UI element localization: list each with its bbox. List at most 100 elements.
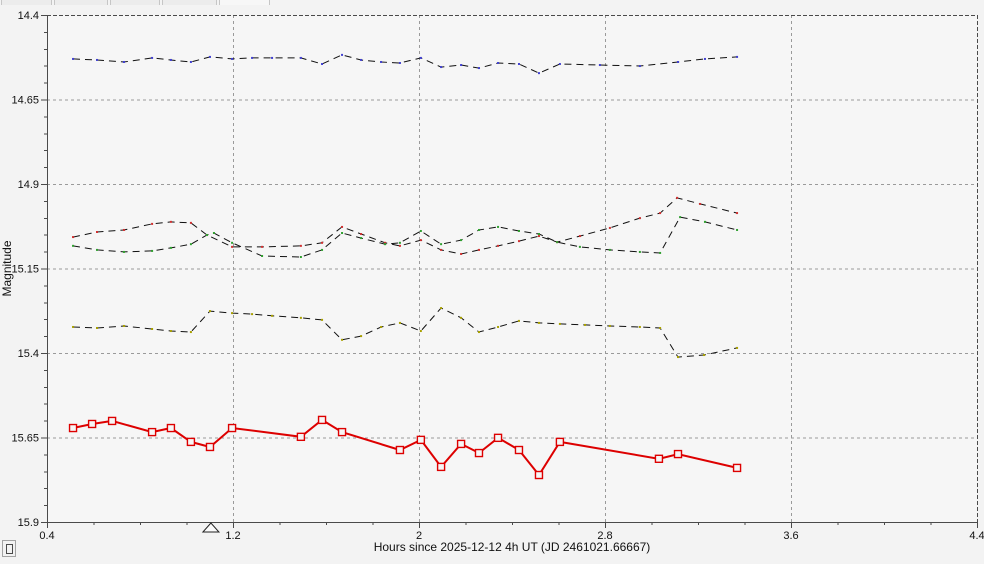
- data-point-dot: [251, 56, 254, 59]
- data-point-dot: [477, 228, 480, 231]
- data-point-dot: [558, 322, 561, 325]
- data-point-dot: [189, 60, 192, 63]
- y-tick-label: 15.15: [11, 264, 39, 276]
- data-point-dot: [321, 248, 324, 251]
- data-point-dot: [736, 346, 739, 349]
- x-tick-label: 4.4: [969, 530, 984, 542]
- data-point-dot: [578, 245, 581, 248]
- data-point-dot: [189, 331, 192, 334]
- data-point-dot: [537, 235, 540, 238]
- data-point-dot: [497, 325, 500, 328]
- data-point-dot: [477, 67, 480, 70]
- data-point-marker: [296, 432, 306, 442]
- data-point-dot: [231, 57, 234, 60]
- data-point-dot: [151, 328, 154, 331]
- data-point-dot: [703, 57, 706, 60]
- data-point-marker: [534, 470, 544, 480]
- x-axis-title: Hours since 2025-12-12 4h UT (JD 2461021…: [374, 540, 651, 554]
- data-point-marker: [147, 427, 157, 437]
- data-point-dot: [122, 250, 125, 253]
- data-point-dot: [299, 316, 302, 319]
- data-point-dot: [271, 314, 274, 317]
- data-point-dot: [151, 222, 154, 225]
- tab-quality[interactable]: Quality: [53, 0, 108, 5]
- zoom-reset-button[interactable]: [2, 540, 16, 557]
- data-point-dot: [677, 60, 680, 63]
- data-point-dot: [460, 252, 463, 255]
- data-point-dot: [360, 335, 363, 338]
- tab-select[interactable]: Select: [1, 0, 52, 5]
- data-point-dot: [440, 243, 443, 246]
- series-comp-star-olive: [72, 307, 739, 359]
- data-point-marker: [68, 423, 78, 433]
- data-point-dot: [659, 212, 662, 215]
- data-point-dot: [638, 65, 641, 68]
- data-point-marker: [416, 435, 426, 445]
- data-point-dot: [72, 325, 75, 328]
- data-point-dot: [189, 243, 192, 246]
- data-point-dot: [208, 310, 211, 313]
- data-point-dot: [72, 57, 75, 60]
- data-point-dot: [122, 324, 125, 327]
- data-point-dot: [151, 56, 154, 59]
- data-point-marker: [205, 442, 215, 452]
- data-point-dot: [380, 60, 383, 63]
- data-point-dot: [537, 321, 540, 324]
- y-tick-label: 15.4: [18, 348, 39, 360]
- data-point-dot: [169, 330, 172, 333]
- data-point-dot: [736, 55, 739, 58]
- data-point-dot: [419, 56, 422, 59]
- tab-identify[interactable]: Identify: [161, 0, 218, 5]
- data-point-dot: [205, 234, 208, 237]
- y-tick-labels: 14.4 14.65 14.9 15.15 15.4 15.65 15.9: [11, 10, 39, 529]
- data-point-dot: [608, 226, 611, 229]
- series-comp-star-red: [72, 196, 739, 255]
- data-point-dot: [360, 237, 363, 240]
- data-point-dot: [341, 53, 344, 56]
- zoom-reset-icon: [5, 543, 13, 554]
- data-point-dot: [537, 72, 540, 75]
- tab-graph[interactable]: Graph: [219, 0, 270, 5]
- data-point-dot: [95, 248, 98, 251]
- data-point-dot: [497, 225, 500, 228]
- data-point-dot: [380, 325, 383, 328]
- data-point-dot: [598, 64, 601, 67]
- data-point-dot: [677, 356, 680, 359]
- data-point-dot: [460, 64, 463, 67]
- data-point-dot: [676, 196, 679, 199]
- data-point-dot: [231, 245, 234, 248]
- data-point-dot: [703, 220, 706, 223]
- data-point-dot: [558, 63, 561, 66]
- tab-match[interactable]: Match: [109, 0, 160, 5]
- axis-ticks: [41, 15, 978, 528]
- data-point-dot: [72, 236, 75, 239]
- data-point-dot: [638, 250, 641, 253]
- data-point-dot: [151, 249, 154, 252]
- data-point-dot: [231, 241, 234, 244]
- data-point-dot: [638, 217, 641, 220]
- data-point-dot: [440, 248, 443, 251]
- data-point-dot: [608, 324, 611, 327]
- data-point-dot: [169, 220, 172, 223]
- x-tick-label: 2.8: [597, 530, 612, 542]
- data-point-dot: [384, 243, 387, 246]
- data-point-dot: [72, 244, 75, 247]
- data-point-dot: [497, 61, 500, 64]
- data-point-dot: [638, 325, 641, 328]
- data-point-marker: [493, 433, 503, 443]
- data-point-dot: [440, 66, 443, 69]
- axis-cursor-triangle[interactable]: [201, 522, 221, 533]
- data-point-dot: [271, 56, 274, 59]
- data-point-dot: [341, 232, 344, 235]
- data-point-dot: [460, 239, 463, 242]
- tab-strip: Select Quality Match Identify Graph: [1, 0, 270, 5]
- data-point-dot: [419, 330, 422, 333]
- y-tick-label: 14.65: [11, 95, 39, 107]
- x-tick-label: 0.4: [39, 530, 54, 542]
- data-point-marker: [732, 463, 742, 473]
- data-point-dot: [360, 58, 363, 61]
- data-point-dot: [321, 318, 324, 321]
- x-tick-label: 1.2: [225, 530, 240, 542]
- data-point-dot: [398, 241, 401, 244]
